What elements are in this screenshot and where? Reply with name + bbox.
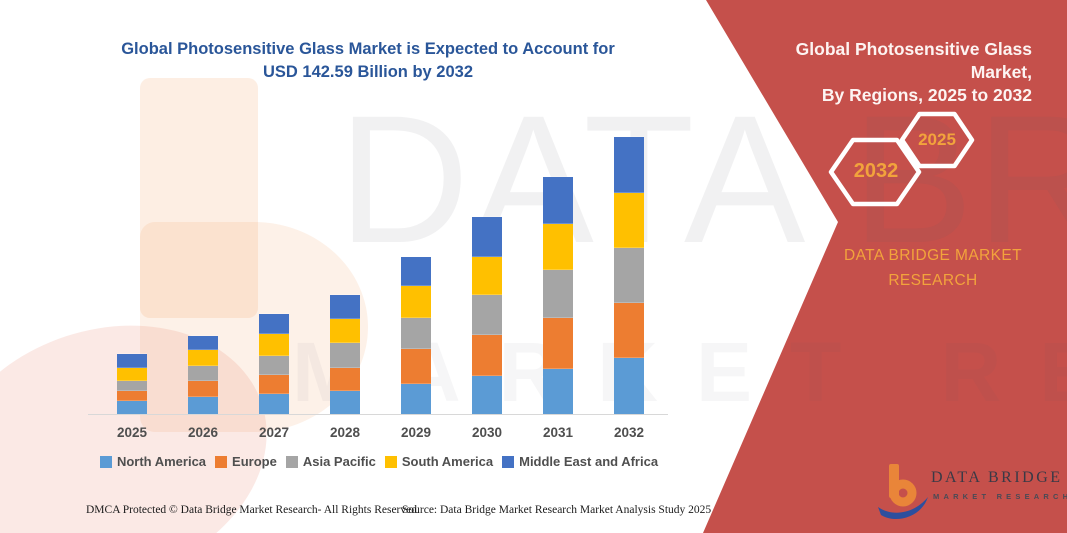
- segment-south-america-2025: [117, 367, 147, 381]
- watermark-big-text: DATA BRI: [338, 77, 1067, 281]
- segment-middle-east-and-africa-2028: [330, 294, 360, 320]
- logo-subtitle: MARKET RESEARCH: [933, 492, 1067, 501]
- segment-asia-pacific-2031: [543, 270, 573, 318]
- segment-middle-east-and-africa-2032: [614, 136, 644, 193]
- hexagon-2025-label: 2025: [918, 130, 956, 149]
- legend-label-asia-pacific: Asia Pacific: [302, 454, 376, 469]
- segment-asia-pacific-2026: [188, 366, 218, 381]
- legend-label-south-america: South America: [401, 454, 494, 469]
- year-hexagons: [828, 111, 975, 207]
- segment-north-america-2027: [259, 394, 289, 414]
- chart-title-line2: USD 142.59 Billion by 2032: [262, 63, 473, 81]
- segment-middle-east-and-africa-2025: [117, 354, 147, 368]
- legend-item-europe: Europe: [215, 454, 277, 469]
- segment-europe-2029: [401, 349, 431, 385]
- x-axis-label-2029: 2029: [400, 425, 432, 440]
- legend-swatch-europe: [215, 455, 228, 468]
- brand-text: DATA BRIDGE MARKET RESEARCH: [818, 243, 1048, 293]
- hexagon-2025: [899, 111, 975, 169]
- legend-item-middle-east-and-africa: Middle East and Africa: [502, 454, 658, 469]
- segment-europe-2032: [614, 302, 644, 359]
- segment-middle-east-and-africa-2029: [401, 256, 431, 286]
- x-axis-label-2027: 2027: [258, 425, 290, 440]
- bar-2032: [614, 136, 644, 414]
- legend-item-south-america: South America: [384, 454, 494, 469]
- segment-middle-east-and-africa-2027: [259, 314, 289, 335]
- segment-south-america-2028: [330, 319, 360, 344]
- x-axis-line: [88, 414, 668, 415]
- segment-asia-pacific-2028: [330, 343, 360, 369]
- segment-europe-2031: [543, 317, 573, 369]
- bar-2027: [259, 314, 289, 414]
- segment-north-america-2029: [401, 384, 431, 414]
- chart-title: Global Photosensitive Glass Market is Ex…: [78, 38, 658, 84]
- segment-south-america-2029: [401, 285, 431, 319]
- segment-europe-2025: [117, 390, 147, 401]
- bar-2030: [472, 217, 502, 414]
- segment-europe-2030: [472, 334, 502, 377]
- legend-label-north-america: North America: [116, 454, 207, 469]
- legend-item-north-america: North America: [99, 454, 207, 469]
- segment-south-america-2026: [188, 350, 218, 367]
- bar-2026: [188, 336, 218, 414]
- legend-label-europe: Europe: [232, 454, 277, 469]
- x-axis-label-2025: 2025: [116, 425, 148, 440]
- segment-asia-pacific-2030: [472, 295, 502, 335]
- panel-header-line1: Global Photosensitive Glass Market,: [795, 39, 1032, 82]
- logo-wordmark: DATA BRIDGE: [931, 469, 1063, 486]
- panel-header-line2: By Regions, 2025 to 2032: [821, 85, 1032, 105]
- chart-title-line1: Global Photosensitive Glass Market is Ex…: [121, 40, 615, 58]
- brand-text-line2: RESEARCH: [888, 272, 978, 289]
- segment-south-america-2027: [259, 334, 289, 356]
- legend-swatch-middle-east-and-africa: [502, 455, 515, 468]
- segment-north-america-2028: [330, 390, 360, 414]
- bar-2031: [543, 177, 573, 414]
- panel-header: Global Photosensitive Glass Market, By R…: [730, 38, 1032, 107]
- segment-europe-2028: [330, 368, 360, 391]
- segment-europe-2027: [259, 374, 289, 394]
- x-axis-label-2026: 2026: [187, 425, 219, 440]
- segment-middle-east-and-africa-2030: [472, 217, 502, 258]
- x-axis-label-2032: 2032: [613, 425, 645, 440]
- x-axis-label-2031: 2031: [542, 425, 574, 440]
- stacked-bar-chart: [88, 120, 668, 414]
- segment-middle-east-and-africa-2031: [543, 177, 573, 224]
- legend-swatch-asia-pacific: [285, 455, 298, 468]
- segment-south-america-2030: [472, 257, 502, 296]
- brand-text-line1: DATA BRIDGE MARKET: [843, 247, 1022, 264]
- segment-north-america-2030: [472, 376, 502, 414]
- legend-item-asia-pacific: Asia Pacific: [285, 454, 376, 469]
- segment-asia-pacific-2027: [259, 355, 289, 375]
- footer-dmca: DMCA Protected © Data Bridge Market Rese…: [86, 504, 420, 516]
- segment-south-america-2031: [543, 223, 573, 271]
- segment-north-america-2031: [543, 368, 573, 414]
- segment-middle-east-and-africa-2026: [188, 336, 218, 351]
- footer-source: Source: Data Bridge Market Research Mark…: [402, 504, 712, 516]
- x-axis-label-2030: 2030: [471, 425, 503, 440]
- x-axis-label-2028: 2028: [329, 425, 361, 440]
- segment-north-america-2026: [188, 397, 218, 414]
- legend-swatch-south-america: [384, 455, 397, 468]
- segment-asia-pacific-2025: [117, 380, 147, 391]
- chart-legend: North America Europe Asia Pacific South Ame…: [88, 454, 670, 469]
- segment-europe-2026: [188, 380, 218, 398]
- segment-north-america-2032: [614, 358, 644, 414]
- legend-label-middle-east-and-africa: Middle East and Africa: [519, 454, 659, 469]
- segment-asia-pacific-2032: [614, 247, 644, 303]
- hexagon-2032: [828, 137, 922, 207]
- bar-2028: [330, 294, 360, 414]
- hexagon-2032-label: 2032: [853, 160, 899, 182]
- data-bridge-logo-icon: [878, 464, 928, 520]
- legend-swatch-north-america: [99, 455, 112, 468]
- bar-2029: [401, 256, 431, 414]
- segment-south-america-2032: [614, 192, 644, 248]
- segment-asia-pacific-2029: [401, 318, 431, 350]
- segment-north-america-2025: [117, 401, 147, 414]
- bar-2025: [117, 354, 147, 414]
